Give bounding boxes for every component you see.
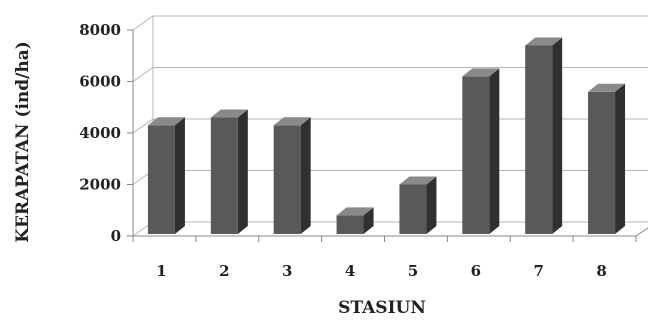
gridline-depth [132,118,154,134]
bar-front [147,125,175,234]
x-tick-label: 5 [408,262,418,280]
bar-front [462,76,490,234]
bar-side [489,68,500,234]
bar-top [336,207,374,216]
bar [147,117,185,234]
bar-side [237,109,248,234]
bar-front [399,184,427,234]
bar-top [462,68,500,77]
bar [399,176,437,234]
bar-front [210,117,238,234]
x-tick-labels: 1 2 3 4 5 6 7 8 [156,262,607,280]
x-axis-title: STASIUN [338,298,426,318]
y-tick-label: 2000 [79,176,121,194]
bar-side [174,117,185,234]
y-tick-label: 4000 [79,124,121,142]
bar [336,207,374,234]
y-axis-title: KERAPATAN (ind/ha) [13,41,33,243]
bar [210,109,248,234]
bar-front [336,215,364,234]
bar [462,68,500,234]
y-tick-label: 8000 [79,21,121,39]
x-tick-label: 4 [345,262,355,280]
bars [147,37,626,235]
bar-top [147,117,185,126]
bar-top [210,109,248,118]
y-tick-label: 0 [111,227,121,245]
bar-top [273,117,311,126]
y-tick-labels: 0 2000 4000 6000 8000 [79,21,121,245]
x-tick-label: 6 [471,262,481,280]
gridlines [127,15,648,242]
gridline-depth [132,67,154,82]
bar-top [588,83,626,92]
bar-top [399,176,437,185]
x-tick-label: 3 [282,262,292,280]
y-tick-label: 6000 [79,73,121,91]
bar-front [525,45,553,235]
bar-top [525,37,563,46]
bar [588,83,626,234]
bar-side [426,176,437,234]
bar-side [300,117,311,234]
bar-side [615,83,626,234]
bar [525,37,563,235]
x-tick-label: 8 [596,262,606,280]
bar [273,117,311,234]
floor-edge [635,227,648,237]
bar-front [273,125,301,234]
bar-side [363,207,374,234]
x-tick-label: 1 [156,262,166,280]
bar-front [588,91,616,234]
x-tick-label: 2 [219,262,229,280]
bar-side [552,37,563,235]
x-tick-label: 7 [533,262,543,280]
gridline-depth [132,15,154,31]
